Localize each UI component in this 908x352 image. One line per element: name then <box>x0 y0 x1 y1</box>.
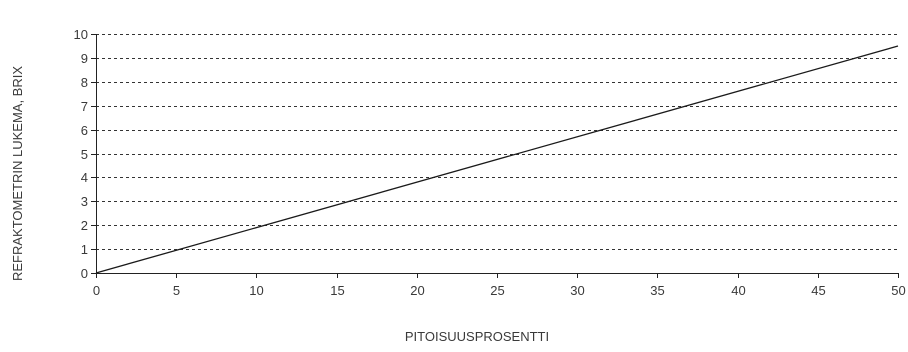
x-axis-label: PITOISUUSPROSENTTI <box>405 329 549 344</box>
x-tick-label-10: 10 <box>249 283 263 298</box>
x-tick-label-45: 45 <box>811 283 825 298</box>
x-tick-label-15: 15 <box>330 283 344 298</box>
y-tick-label-10: 10 <box>74 27 88 42</box>
y-tick-label-8: 8 <box>81 75 88 90</box>
y-axis-label: REFRAKTOMETRIN LUKEMA, BRIX <box>10 66 25 281</box>
y-tick-label-2: 2 <box>81 218 88 233</box>
y-tick-label-9: 9 <box>81 51 88 66</box>
y-tick-label-1: 1 <box>81 242 88 257</box>
grid-lines <box>96 34 898 250</box>
x-tick-label-5: 5 <box>173 283 180 298</box>
x-tick-label-40: 40 <box>731 283 745 298</box>
x-tick-label-25: 25 <box>490 283 504 298</box>
series-line-0 <box>95 45 899 274</box>
y-tick-label-7: 7 <box>81 99 88 114</box>
x-tick-label-0: 0 <box>93 283 100 298</box>
x-tick-label-35: 35 <box>650 283 664 298</box>
axes <box>91 34 899 278</box>
x-tick-label-30: 30 <box>570 283 584 298</box>
y-tick-label-0: 0 <box>81 266 88 281</box>
series <box>95 45 899 274</box>
y-tick-label-5: 5 <box>81 147 88 162</box>
y-tick-label-6: 6 <box>81 123 88 138</box>
x-tick-label-50: 50 <box>891 283 905 298</box>
y-tick-label-4: 4 <box>81 170 88 185</box>
y-tick-label-3: 3 <box>81 194 88 209</box>
x-tick-label-20: 20 <box>410 283 424 298</box>
